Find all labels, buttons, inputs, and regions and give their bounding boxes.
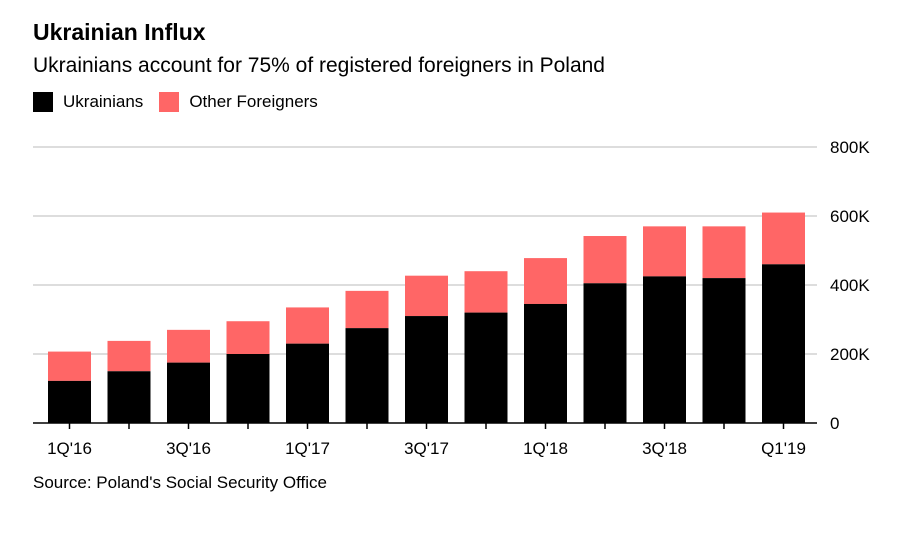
- x-tick-label: 3Q'16: [166, 439, 211, 458]
- legend-label-other-foreigners: Other Foreigners: [189, 92, 318, 111]
- bar-ukrainians: [345, 328, 389, 423]
- x-tick-label: 1Q'16: [47, 439, 92, 458]
- y-tick-label: 600K: [830, 207, 870, 226]
- bar-ukrainians: [524, 303, 567, 423]
- y-tick-label: 400K: [830, 276, 870, 295]
- legend: Ukrainians Other Foreigners: [33, 92, 334, 112]
- bar-other-foreigners: [286, 307, 329, 344]
- y-tick-label: 800K: [830, 138, 870, 157]
- bar-other-foreigners: [643, 226, 686, 277]
- x-tick-label: 1Q'17: [285, 439, 330, 458]
- bar-other-foreigners: [405, 275, 448, 317]
- bar-ukrainians: [107, 371, 151, 423]
- bar-other-foreigners: [464, 271, 508, 313]
- bar-ukrainians: [405, 316, 448, 423]
- x-axis: 1Q'16 3Q'16 1Q'17 3Q'17 1Q'18 3Q'18 Q1'19: [33, 422, 817, 458]
- y-tick-label: 200K: [830, 345, 870, 364]
- bar-ukrainians: [48, 380, 91, 423]
- bar-other-foreigners: [583, 236, 627, 284]
- legend-item-ukrainians: Ukrainians: [33, 92, 143, 112]
- chart-title: Ukrainian Influx: [33, 19, 206, 45]
- legend-label-ukrainians: Ukrainians: [63, 92, 144, 111]
- x-tick-label: Q1'19: [761, 439, 806, 458]
- legend-item-other-foreigners: Other Foreigners: [159, 92, 318, 112]
- bar-ukrainians: [286, 343, 329, 423]
- x-tick-label: 3Q'17: [404, 439, 449, 458]
- bar-ukrainians: [762, 264, 805, 423]
- bar-ukrainians: [643, 276, 686, 423]
- bar-other-foreigners: [762, 212, 805, 265]
- legend-swatch-other-foreigners: [159, 92, 180, 112]
- bar-other-foreigners: [345, 290, 389, 329]
- bar-other-foreigners: [226, 321, 270, 354]
- bars: [48, 212, 805, 423]
- bar-ukrainians: [583, 283, 627, 423]
- bar-other-foreigners: [107, 340, 151, 372]
- bar-ukrainians: [464, 312, 508, 423]
- bar-other-foreigners: [702, 226, 746, 279]
- y-axis-ticks: 0 200K 400K 600K 800K: [830, 138, 870, 433]
- source-note: Source: Poland's Social Security Office: [33, 473, 327, 492]
- bar-other-foreigners: [167, 329, 210, 363]
- legend-swatch-ukrainians: [33, 92, 53, 112]
- bar-other-foreigners: [524, 258, 567, 304]
- bar-other-foreigners: [48, 351, 91, 381]
- y-tick-label: 0: [830, 414, 839, 433]
- x-tick-label: 3Q'18: [642, 439, 687, 458]
- x-tick-label: 1Q'18: [523, 439, 568, 458]
- bar-ukrainians: [226, 354, 270, 423]
- bar-ukrainians: [702, 278, 746, 423]
- bar-ukrainians: [167, 362, 210, 423]
- chart-subtitle: Ukrainians account for 75% of registered…: [33, 54, 605, 77]
